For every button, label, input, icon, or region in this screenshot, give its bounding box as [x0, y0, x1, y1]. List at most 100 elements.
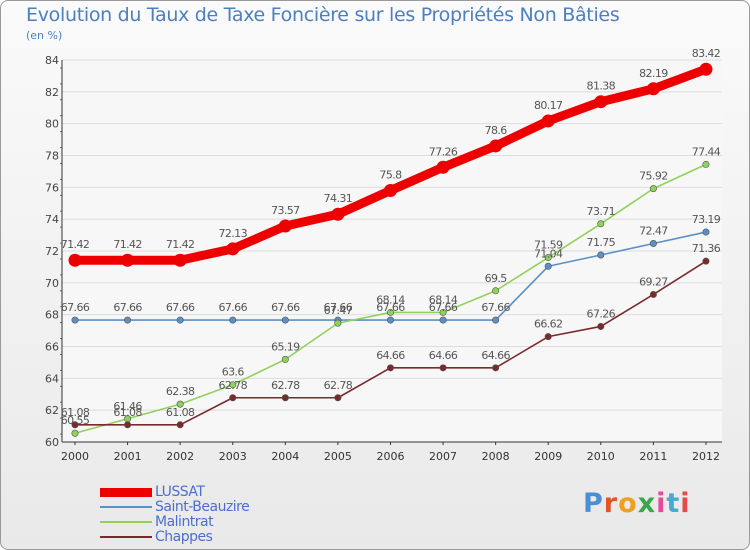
data-point [334, 319, 342, 327]
x-tick-label: 2009 [534, 450, 562, 463]
data-label: 61.08 [113, 406, 142, 419]
data-label: 69.27 [639, 275, 668, 288]
data-point [439, 316, 447, 324]
data-point [597, 251, 605, 259]
y-tick-label: 62 [45, 404, 59, 417]
legend-label: Malintrat [155, 514, 214, 530]
x-tick-label: 2004 [271, 450, 299, 463]
x-tick-label: 2012 [692, 450, 720, 463]
data-label: 67.66 [271, 301, 300, 314]
data-label: 62.78 [271, 379, 300, 392]
data-point [386, 308, 394, 316]
data-label: 71.42 [113, 238, 142, 251]
y-tick-label: 66 [45, 341, 59, 354]
data-point [489, 139, 503, 153]
data-point [124, 421, 132, 429]
data-label: 67.66 [429, 301, 458, 314]
y-tick-label: 84 [45, 54, 59, 67]
brand-letter: x [637, 488, 657, 519]
data-label: 63.6 [222, 366, 245, 379]
brand-letter: r [603, 488, 619, 519]
data-point [541, 114, 555, 128]
data-point [281, 355, 289, 363]
x-tick-label: 2005 [324, 450, 352, 463]
legend-swatch [100, 521, 152, 523]
y-tick-label: 72 [45, 245, 59, 258]
data-label: 80.17 [534, 99, 563, 112]
data-label: 73.71 [587, 205, 616, 218]
x-tick-label: 2008 [482, 450, 510, 463]
y-tick-label: 78 [45, 150, 59, 163]
data-point [334, 394, 342, 402]
data-label: 77.26 [429, 145, 458, 158]
data-label: 67.66 [166, 301, 195, 314]
x-tick-label: 2002 [166, 450, 194, 463]
data-label: 74.31 [324, 192, 353, 205]
data-point [173, 253, 187, 267]
y-tick-label: 82 [45, 86, 59, 99]
data-point [383, 184, 397, 198]
data-label: 68.14 [376, 293, 405, 306]
data-point [176, 400, 184, 408]
data-point [229, 381, 237, 389]
data-point [649, 290, 657, 298]
data-label: 81.38 [587, 80, 616, 93]
data-point [649, 240, 657, 248]
data-label: 61.46 [113, 400, 142, 413]
data-point [702, 228, 710, 236]
data-point [68, 253, 82, 267]
data-point [702, 257, 710, 265]
y-tick-label: 70 [45, 277, 59, 290]
data-label: 67.26 [587, 307, 616, 320]
data-label: 71.42 [166, 238, 195, 251]
data-label: 77.44 [692, 145, 721, 158]
data-point [226, 242, 240, 256]
data-label: 67.66 [61, 301, 90, 314]
x-tick-label: 2003 [219, 450, 247, 463]
data-point [71, 429, 79, 437]
x-tick-label: 2006 [376, 450, 404, 463]
data-label: 83.42 [692, 47, 721, 60]
brand-letter: P [583, 488, 604, 519]
brand-letter: t [666, 488, 681, 519]
chart-title: Evolution du Taux de Taxe Foncière sur l… [26, 4, 620, 26]
data-label: 62.78 [324, 379, 353, 392]
data-point [386, 316, 394, 324]
data-label: 62.38 [166, 385, 195, 398]
data-point [281, 394, 289, 402]
brand-letter: i [680, 488, 691, 519]
data-point [176, 316, 184, 324]
x-tick-label: 2000 [61, 450, 89, 463]
data-label: 67.66 [113, 301, 142, 314]
brand-letter: o [618, 488, 638, 519]
data-point [229, 316, 237, 324]
data-point [176, 421, 184, 429]
y-tick-label: 68 [45, 309, 59, 322]
data-label: 73.19 [692, 213, 721, 226]
data-label: 66.62 [534, 318, 563, 331]
data-label: 75.92 [639, 170, 668, 183]
data-point [436, 160, 450, 174]
x-tick-label: 2010 [587, 450, 615, 463]
data-point [229, 394, 237, 402]
y-tick-label: 60 [45, 436, 59, 449]
x-tick-label: 2001 [114, 450, 142, 463]
y-tick-label: 64 [45, 372, 59, 385]
data-label: 73.57 [271, 204, 300, 217]
data-point [597, 322, 605, 330]
y-tick-label: 74 [45, 213, 59, 226]
data-label: 67.47 [324, 304, 353, 317]
x-tick-label: 2011 [639, 450, 667, 463]
data-point [278, 219, 292, 233]
data-point [124, 316, 132, 324]
data-point [331, 207, 345, 221]
data-label: 67.66 [481, 301, 510, 314]
data-label: 72.47 [639, 225, 668, 238]
legend-swatch [100, 536, 152, 538]
data-label: 62.78 [218, 379, 247, 392]
legend-label: Chappes [155, 529, 213, 545]
data-label: 71.42 [61, 238, 90, 251]
data-label: 82.19 [639, 67, 668, 80]
data-label: 61.08 [166, 406, 195, 419]
